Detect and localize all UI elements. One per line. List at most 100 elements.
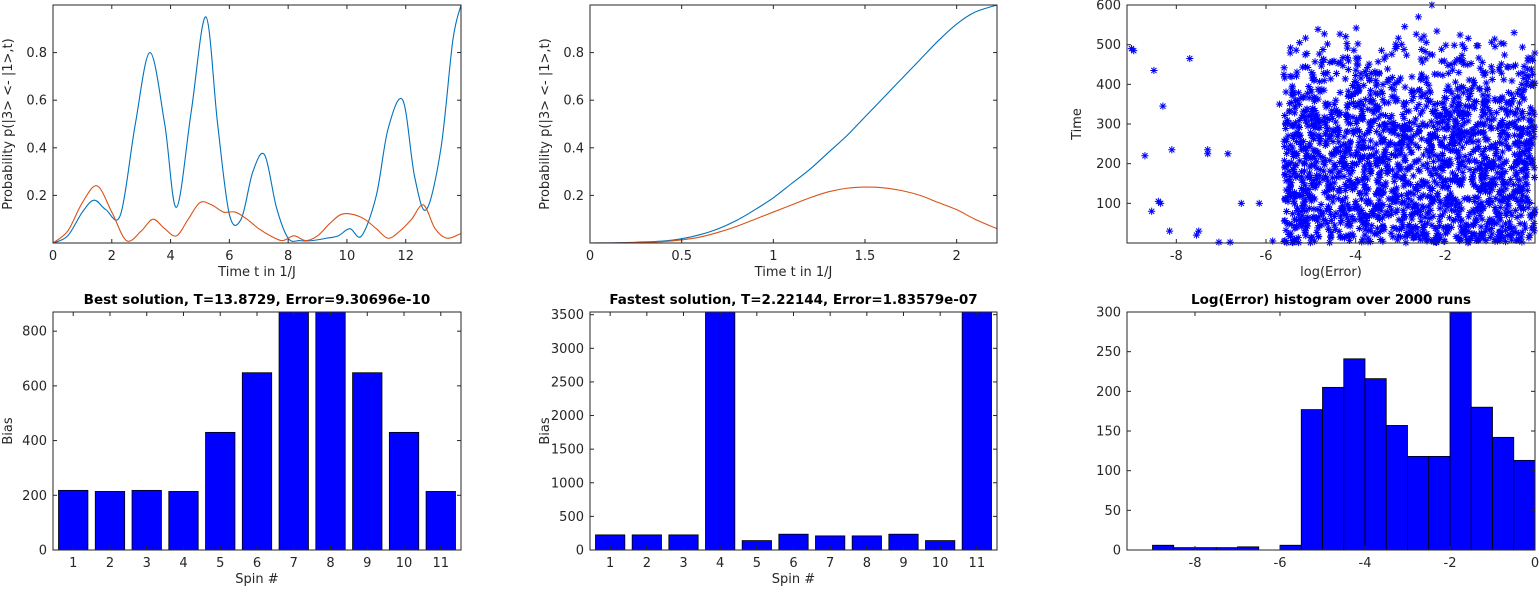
series-line-1 bbox=[589, 4, 998, 244]
scatter-point bbox=[1309, 182, 1317, 190]
scatter-point bbox=[1400, 182, 1408, 190]
scatter-point bbox=[1400, 128, 1408, 136]
scatter-point bbox=[1389, 120, 1397, 128]
scatter-point bbox=[1342, 33, 1350, 41]
scatter-point bbox=[1439, 156, 1447, 165]
scatter-point bbox=[1392, 224, 1400, 233]
scatter-point bbox=[1426, 169, 1434, 177]
scatter-point bbox=[1528, 70, 1537, 78]
scatter-point bbox=[1425, 147, 1433, 155]
scatter-point bbox=[1453, 85, 1462, 93]
scatter-point bbox=[1352, 24, 1360, 32]
scatter-point bbox=[1467, 89, 1475, 97]
y-tick-label: 0.8 bbox=[26, 46, 47, 61]
scatter-point bbox=[1293, 97, 1301, 105]
scatter-point bbox=[1455, 133, 1463, 142]
scatter-point bbox=[1332, 69, 1341, 78]
scatter-point bbox=[1418, 135, 1426, 143]
scatter-point bbox=[1334, 194, 1342, 203]
scatter-point bbox=[1500, 195, 1508, 203]
scatter-point bbox=[1310, 177, 1318, 185]
scatter-point bbox=[1305, 191, 1314, 199]
scatter-point bbox=[1472, 236, 1480, 245]
scatter-point bbox=[1456, 31, 1464, 39]
scatter-point bbox=[1517, 211, 1525, 219]
scatter-point bbox=[1445, 111, 1453, 119]
scatter-point bbox=[1488, 198, 1496, 206]
scatter-point bbox=[1499, 181, 1507, 189]
scatter-point bbox=[1479, 234, 1487, 242]
scatter-point bbox=[1344, 144, 1352, 152]
scatter-point bbox=[1384, 141, 1392, 149]
scatter-point bbox=[1469, 126, 1477, 134]
scatter-point bbox=[1455, 153, 1464, 161]
scatter-point bbox=[1522, 198, 1530, 206]
scatter-point bbox=[1408, 197, 1416, 205]
scatter-point bbox=[1441, 224, 1449, 232]
scatter-point bbox=[1393, 78, 1401, 87]
scatter-point bbox=[1343, 101, 1351, 109]
scatter-point bbox=[1446, 156, 1454, 164]
scatter-point bbox=[1384, 99, 1392, 107]
scatter-point bbox=[1298, 212, 1306, 220]
scatter-point bbox=[1490, 220, 1499, 228]
scatter-point bbox=[1391, 97, 1399, 105]
scatter-point bbox=[1300, 113, 1309, 121]
scatter-point bbox=[1326, 185, 1334, 194]
scatter-point bbox=[1397, 165, 1405, 173]
scatter-point bbox=[1520, 74, 1528, 83]
scatter-point bbox=[1441, 230, 1449, 238]
scatter-point bbox=[1313, 228, 1321, 237]
scatter-point bbox=[1342, 232, 1350, 240]
scatter-point bbox=[1310, 237, 1319, 245]
scatter-point bbox=[1323, 101, 1332, 109]
scatter-point bbox=[1316, 88, 1324, 96]
scatter-point bbox=[1478, 113, 1486, 121]
x-axis-label: Time t in 1/J bbox=[754, 265, 833, 280]
scatter-point bbox=[1456, 111, 1464, 120]
scatter-point bbox=[1280, 137, 1288, 145]
scatter-point bbox=[1432, 165, 1440, 173]
scatter-point bbox=[1482, 79, 1490, 87]
scatter-point bbox=[1516, 132, 1524, 140]
scatter-point bbox=[1284, 198, 1292, 206]
scatter-point bbox=[1318, 210, 1326, 218]
scatter-point bbox=[1424, 236, 1432, 244]
scatter-point bbox=[1479, 100, 1487, 108]
scatter-point bbox=[1300, 93, 1308, 101]
scatter-point bbox=[1345, 205, 1353, 213]
scatter-point bbox=[1204, 150, 1212, 158]
y-tick-label: 0 bbox=[576, 544, 584, 559]
scatter-point bbox=[1294, 210, 1303, 219]
scatter-point bbox=[1309, 122, 1318, 130]
scatter-point bbox=[1358, 143, 1366, 151]
scatter-point bbox=[1301, 181, 1309, 189]
scatter-point bbox=[1418, 58, 1426, 66]
scatter-point bbox=[1334, 130, 1342, 139]
scatter-point bbox=[1491, 237, 1499, 245]
scatter-point bbox=[1408, 215, 1416, 223]
subplot-probability-best: 0.2 0.4 0.6 0.8 0 2 4 6 8 10 12 Time t in 1/J Probab… bbox=[1, 4, 462, 280]
scatter-point bbox=[1446, 146, 1455, 154]
scatter-point bbox=[1284, 132, 1292, 140]
scatter-point bbox=[1492, 194, 1500, 202]
scatter-point bbox=[1378, 214, 1387, 222]
y-tick-label: 600 bbox=[1096, 0, 1121, 14]
scatter-point bbox=[1442, 125, 1450, 133]
scatter-point bbox=[1480, 121, 1488, 129]
scatter-point bbox=[1285, 189, 1293, 197]
scatter-point bbox=[1473, 42, 1481, 50]
scatter-point bbox=[1397, 144, 1406, 152]
scatter-point bbox=[1415, 156, 1423, 164]
scatter-point bbox=[1364, 143, 1372, 152]
scatter-point bbox=[1493, 109, 1501, 117]
scatter-point bbox=[1429, 107, 1437, 115]
scatter-point bbox=[1401, 83, 1409, 91]
scatter-point bbox=[1324, 186, 1332, 194]
scatter-point bbox=[1340, 210, 1348, 218]
scatter-point bbox=[1400, 212, 1409, 221]
scatter-point bbox=[1433, 100, 1442, 108]
scatter-point bbox=[1409, 172, 1417, 180]
scatter-point bbox=[1454, 165, 1463, 173]
scatter-point bbox=[1517, 90, 1525, 98]
